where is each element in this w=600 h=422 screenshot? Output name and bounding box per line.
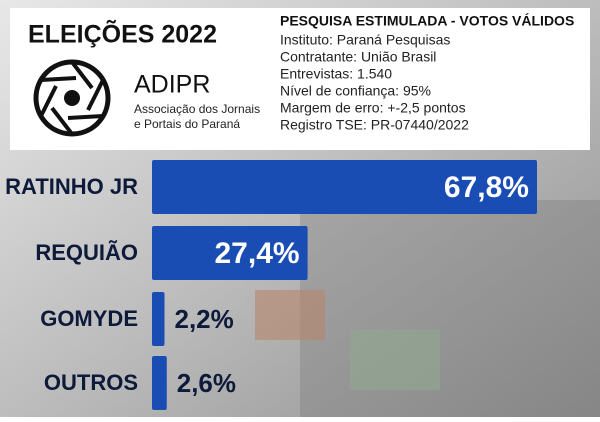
bar (152, 226, 308, 280)
value-label: 67,8% (444, 171, 529, 204)
poll-line: Margem de erro: +-2,5 pontos (280, 100, 466, 116)
header-box (10, 8, 590, 150)
org-line: Associação dos Jornais (134, 102, 260, 116)
category-label: RATINHO JR (5, 174, 138, 199)
poll-line: Instituto: Paraná Pesquisas (280, 32, 450, 48)
header-title: ELEIÇÕES 2022 (28, 19, 217, 49)
value-label: 27,4% (215, 237, 300, 270)
category-label: GOMYDE (40, 306, 138, 331)
org-line: e Portais do Paraná (134, 117, 240, 131)
poll-title: PESQUISA ESTIMULADA - VOTOS VÁLIDOS (280, 13, 574, 29)
photo-shape (300, 200, 600, 417)
photo-shape (255, 290, 325, 340)
category-label: REQUIÃO (35, 240, 138, 265)
org-name: ADIPR (134, 71, 210, 99)
poll-line: Contratante: União Brasil (280, 49, 436, 65)
poll-line: Nível de confiança: 95% (280, 83, 431, 99)
poll-line: Registro TSE: PR-07440/2022 (280, 117, 469, 133)
category-label: OUTROS (44, 370, 138, 395)
bar (152, 292, 165, 346)
poll-line: Entrevistas: 1.540 (280, 66, 392, 82)
logo (33, 59, 111, 137)
photo-shape (350, 330, 440, 390)
value-label: 2,6% (177, 368, 236, 398)
bar (152, 160, 537, 214)
bar (152, 356, 167, 410)
value-label: 2,2% (174, 304, 233, 334)
